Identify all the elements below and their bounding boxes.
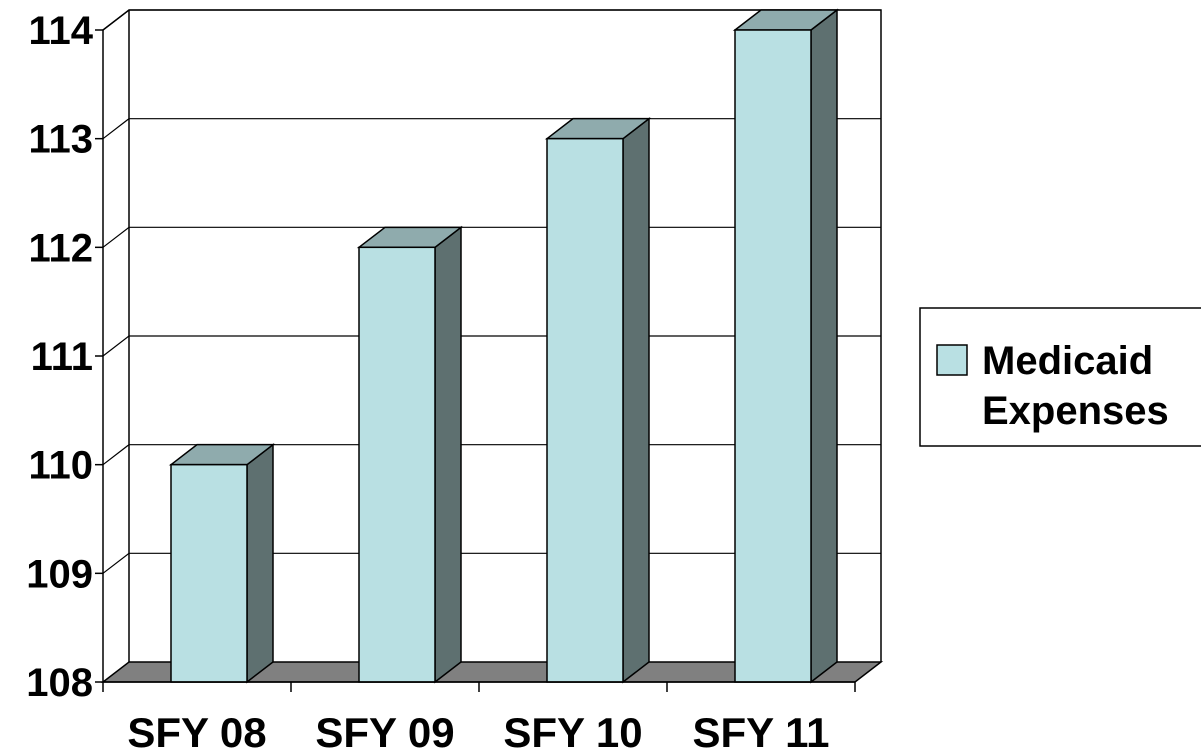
bar-side xyxy=(246,443,274,684)
y-tick-label: 114 xyxy=(28,9,93,53)
gridlines xyxy=(102,9,881,574)
x-axis-ticks: SFY 08 SFY 09 SFY 10 SFY 11 xyxy=(102,682,856,752)
bar xyxy=(544,117,652,684)
y-axis-ticks: 108 109 110 111 112 113 114 xyxy=(26,9,103,705)
bar-side xyxy=(434,225,462,684)
y-tick-label: 110 xyxy=(28,444,93,488)
bar-side xyxy=(810,8,838,684)
legend-label-line-1: Medicaid xyxy=(982,339,1153,383)
bar-series xyxy=(168,8,840,684)
y-tick-label: 109 xyxy=(26,552,93,596)
y-tick-label: 108 xyxy=(26,661,93,705)
y-tick-label: 113 xyxy=(28,118,93,162)
legend-label-line-2: Expenses xyxy=(982,389,1169,433)
bar xyxy=(168,443,276,684)
x-tick-label: SFY 08 xyxy=(127,709,266,752)
x-tick-label: SFY 11 xyxy=(693,709,830,752)
bar-front xyxy=(546,137,624,683)
x-tick-label: SFY 10 xyxy=(503,709,642,752)
y-tick-label: 112 xyxy=(28,226,93,270)
legend-box xyxy=(919,307,1201,447)
gridline xyxy=(102,9,881,31)
bar-side xyxy=(622,117,650,684)
bar-front xyxy=(170,463,248,683)
legend-swatch xyxy=(936,344,968,376)
y-tick-label: 111 xyxy=(31,335,93,379)
bar xyxy=(732,8,840,684)
bar-front xyxy=(734,29,812,683)
legend: Medicaid Expenses xyxy=(919,307,1201,447)
x-tick-label: SFY 09 xyxy=(315,709,454,752)
bar xyxy=(356,225,464,684)
bar-front xyxy=(358,246,436,683)
